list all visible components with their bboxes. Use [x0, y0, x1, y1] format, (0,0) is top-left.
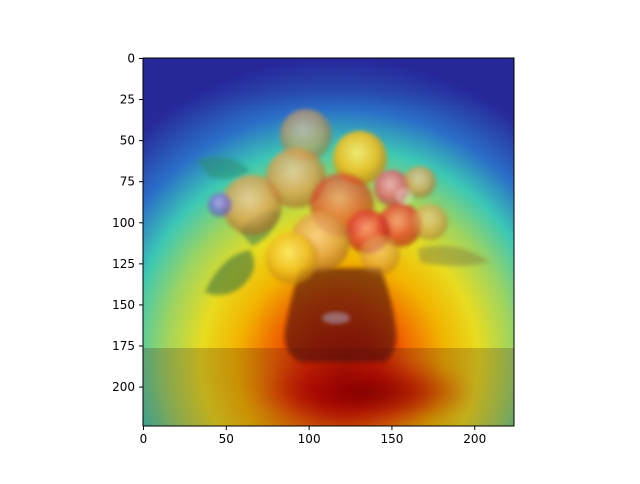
- y-axis: 0 25 50 75 100 125 150 175 200: [112, 52, 143, 394]
- y-tick-label: 25: [120, 93, 135, 107]
- y-tick-label: 100: [112, 216, 135, 230]
- x-axis: 0 50 100 150 200: [140, 426, 486, 446]
- y-tick-label: 200: [112, 380, 135, 394]
- axes-frame: [142, 57, 515, 427]
- x-tick-label: 0: [140, 432, 148, 446]
- y-tick-label: 0: [127, 52, 135, 66]
- y-tick-label: 75: [120, 175, 135, 189]
- y-tick-label: 125: [112, 257, 135, 271]
- y-tick-label: 150: [112, 298, 135, 312]
- flowers: [208, 109, 448, 284]
- x-tick-label: 50: [219, 432, 234, 446]
- x-tick-label: 200: [463, 432, 486, 446]
- vase-highlight: [322, 312, 350, 324]
- heatmap-image: [143, 58, 514, 426]
- x-tick-label: 100: [298, 432, 321, 446]
- y-tick-label: 175: [112, 339, 135, 353]
- x-tick-label: 150: [380, 432, 403, 446]
- y-tick-label: 50: [120, 134, 135, 148]
